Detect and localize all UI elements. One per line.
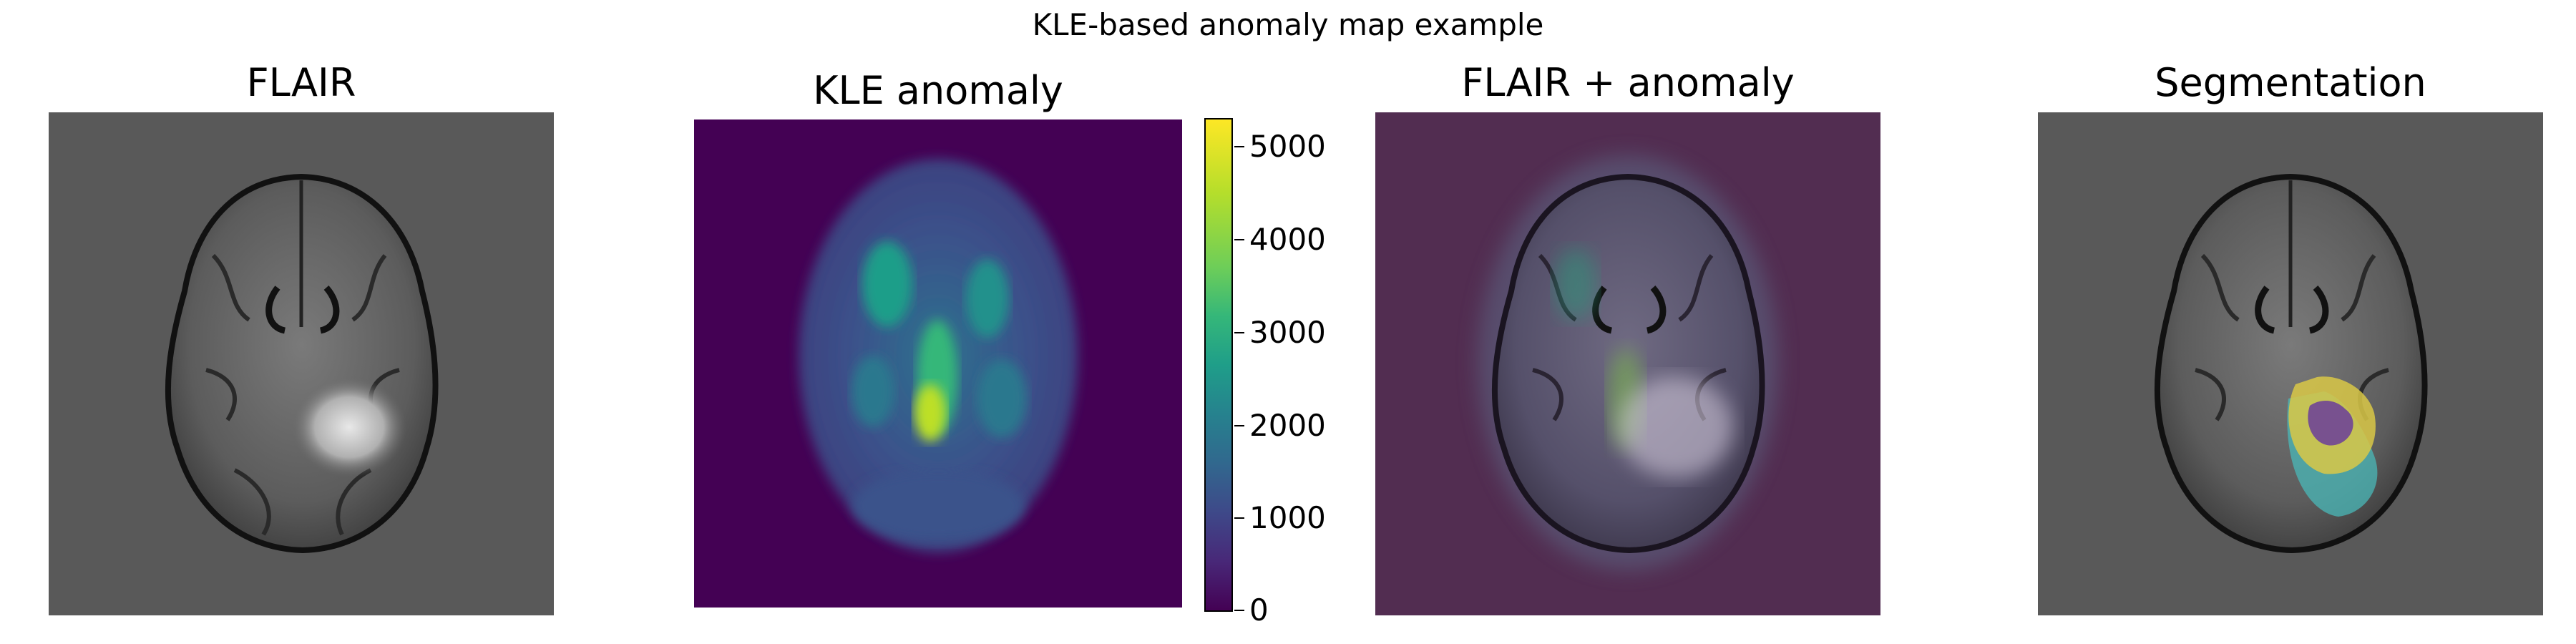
colorbar-tick — [1234, 517, 1244, 519]
figure-title: KLE-based anomaly map example — [1032, 7, 1544, 42]
panel-title-flair: FLAIR — [246, 60, 356, 105]
colorbar-tick — [1234, 239, 1244, 240]
colorbar-tick-label: 3000 — [1249, 315, 1326, 350]
kle-anomaly-map — [694, 119, 1182, 608]
colorbar-tick-label: 5000 — [1249, 129, 1326, 164]
colorbar-tick-label: 2000 — [1249, 408, 1326, 443]
colorbar-tick — [1234, 425, 1244, 426]
colorbar-tick — [1234, 146, 1244, 147]
colorbar-tick — [1234, 332, 1244, 333]
colorbar-tick-label: 4000 — [1249, 222, 1326, 257]
colorbar-tick — [1234, 610, 1244, 611]
colorbar-tick-label: 0 — [1249, 592, 1269, 628]
colorbar-tick-label: 1000 — [1249, 500, 1326, 535]
colorbar — [1204, 118, 1233, 612]
panel-title-segmentation: Segmentation — [2155, 60, 2426, 105]
panel-title-kle-anomaly: KLE anomaly — [813, 68, 1063, 113]
flair-image — [49, 112, 554, 615]
panel-title-flair-anomaly: FLAIR + anomaly — [1461, 60, 1795, 105]
segmentation-overlay — [2038, 112, 2543, 615]
flair-anomaly-overlay — [1375, 112, 1880, 615]
